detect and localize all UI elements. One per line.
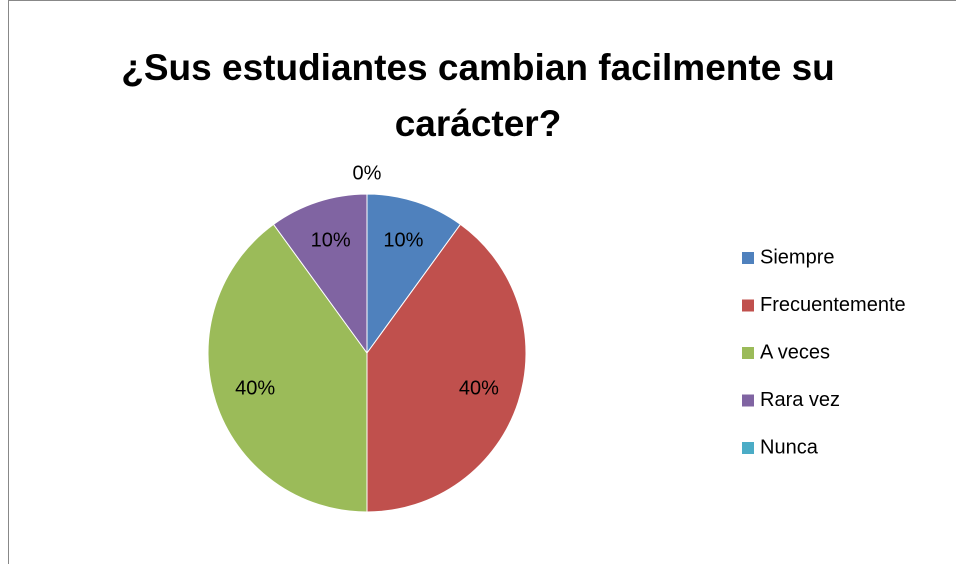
data-label: 10% — [311, 229, 351, 251]
legend-swatch — [742, 347, 754, 359]
legend-label: Rara vez — [760, 389, 840, 411]
pie-slice — [272, 193, 368, 355]
legend-label: A veces — [760, 341, 830, 363]
chart-title: ¿Sus estudiantes cambian facilmente su c… — [121, 47, 835, 144]
legend-swatch — [742, 252, 754, 264]
legend-label: Frecuentemente — [760, 294, 906, 316]
legend-label: Nunca — [760, 436, 819, 458]
data-label: 0% — [353, 162, 382, 184]
data-label: 10% — [383, 229, 423, 251]
legend-swatch — [742, 394, 754, 407]
data-label: 40% — [235, 378, 275, 400]
chart-border — [8, 0, 956, 564]
pie-slice — [207, 223, 368, 513]
pie-slice — [366, 193, 462, 355]
legend-swatch — [742, 442, 754, 454]
legend-label: Siempre — [760, 246, 834, 268]
legend-swatch — [742, 299, 754, 312]
data-label: 40% — [459, 378, 499, 400]
pie-slice — [366, 223, 527, 513]
